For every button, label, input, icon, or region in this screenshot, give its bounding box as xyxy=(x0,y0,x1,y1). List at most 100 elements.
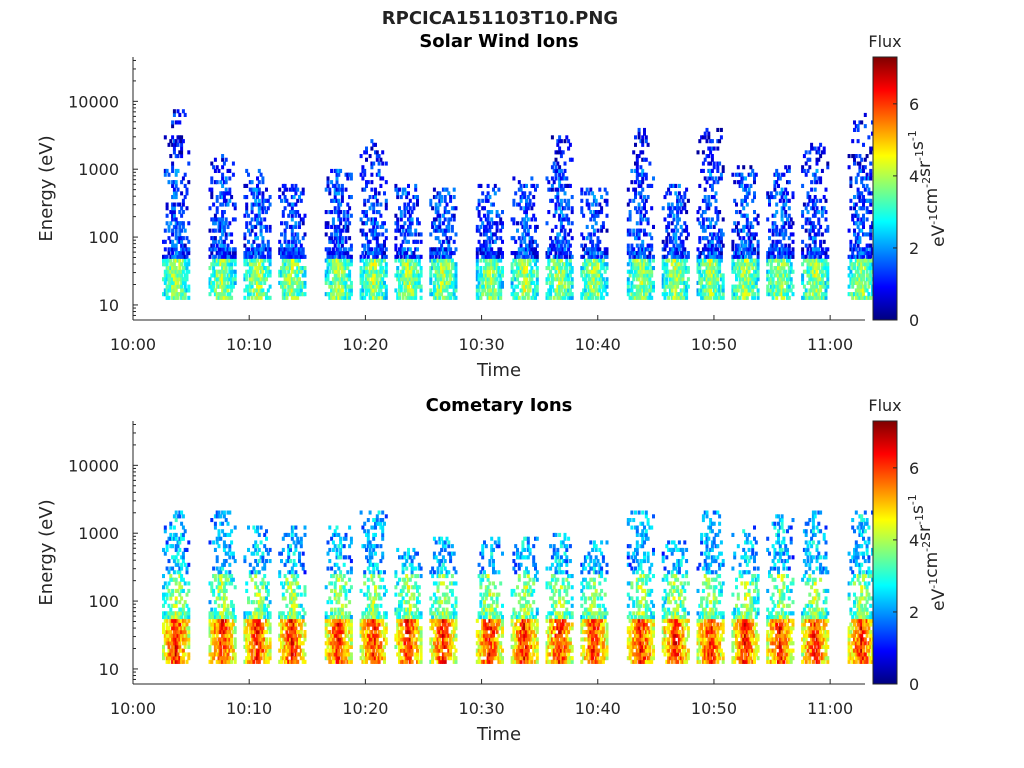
heatmap-cell xyxy=(407,269,410,274)
heatmap-cell xyxy=(587,269,591,274)
heatmap-cell xyxy=(740,176,744,181)
heatmap-cell xyxy=(208,292,212,297)
heatmap-cell xyxy=(672,232,676,237)
heatmap-cell xyxy=(738,277,742,282)
heatmap-cell xyxy=(683,202,687,207)
heatmap-cell xyxy=(178,262,182,267)
heatmap-cell xyxy=(810,142,814,147)
heatmap-cell xyxy=(335,288,339,293)
heatmap-cell xyxy=(532,280,536,285)
heatmap-cell xyxy=(171,295,175,300)
heatmap-cell xyxy=(492,202,495,207)
heatmap-cell xyxy=(261,243,265,248)
heatmap-cell xyxy=(567,292,571,297)
heatmap-cell xyxy=(172,210,176,215)
heatmap-cell xyxy=(398,258,401,263)
heatmap-cell xyxy=(635,254,639,259)
heatmap-cell xyxy=(419,295,423,300)
heatmap-cell xyxy=(787,288,791,293)
heatmap-cell xyxy=(399,254,403,259)
heatmap-cell xyxy=(644,269,648,274)
heatmap-cell xyxy=(813,195,817,200)
heatmap-cell xyxy=(290,224,294,229)
heatmap-cell xyxy=(337,187,341,192)
heatmap-cell xyxy=(696,292,700,297)
heatmap-cell xyxy=(780,280,784,285)
heatmap-cell xyxy=(766,258,770,263)
heatmap-cell xyxy=(443,284,447,289)
heatmap-cell xyxy=(525,210,528,215)
heatmap-cell xyxy=(517,280,521,285)
heatmap-cell xyxy=(434,269,438,274)
heatmap-cell xyxy=(208,187,212,192)
heatmap-cell xyxy=(780,254,784,259)
heatmap-cell xyxy=(363,243,367,248)
heatmap-cell xyxy=(550,183,554,188)
heatmap-cell xyxy=(372,236,376,241)
heatmap-cell xyxy=(554,210,558,215)
heatmap-cell xyxy=(598,280,602,285)
heatmap-cell xyxy=(738,183,742,188)
heatmap-cell xyxy=(178,202,182,207)
heatmap-cell xyxy=(493,183,497,188)
heatmap-cell xyxy=(652,258,655,263)
heatmap-cell xyxy=(826,165,830,170)
heatmap-cell xyxy=(324,258,328,263)
heatmap-cell xyxy=(705,224,709,229)
heatmap-cell xyxy=(674,183,678,188)
heatmap-cell xyxy=(718,161,722,166)
heatmap-cell xyxy=(285,277,289,282)
heatmap-cell xyxy=(703,277,707,282)
heatmap-cell xyxy=(532,239,536,244)
heatmap-cell xyxy=(824,228,828,233)
heatmap-cell xyxy=(174,228,178,233)
heatmap-cell xyxy=(679,195,683,200)
heatmap-cell xyxy=(869,191,873,196)
heatmap-cell xyxy=(637,295,641,300)
heatmap-cell xyxy=(298,239,301,244)
heatmap-cell xyxy=(493,280,497,285)
heatmap-cell xyxy=(561,176,565,181)
heatmap-cell xyxy=(856,273,860,278)
heatmap-cell xyxy=(335,176,339,181)
heatmap-cell xyxy=(714,277,718,282)
heatmap-cell xyxy=(283,239,287,244)
heatmap-cell xyxy=(365,183,368,188)
heatmap-cell xyxy=(366,284,370,289)
heatmap-cell xyxy=(854,277,858,282)
heatmap-cell xyxy=(556,139,560,144)
heatmap-cell xyxy=(567,232,571,237)
heatmap-cell xyxy=(432,251,436,256)
heatmap-cell xyxy=(686,277,690,282)
heatmap-cell xyxy=(434,295,438,300)
heatmap-cell xyxy=(817,247,821,252)
heatmap-cell xyxy=(449,217,453,222)
heatmap-cell xyxy=(532,269,536,274)
heatmap-cell xyxy=(299,288,303,293)
heatmap-cell xyxy=(856,187,860,192)
heatmap-cell xyxy=(598,247,602,252)
heatmap-cell xyxy=(714,206,718,211)
heatmap-cell xyxy=(591,224,595,229)
heatmap-cell xyxy=(287,258,291,263)
heatmap-cell xyxy=(806,202,810,207)
heatmap-cell xyxy=(372,266,376,271)
heatmap-cell xyxy=(348,195,352,200)
heatmap-cell xyxy=(632,187,636,192)
heatmap-cell xyxy=(450,292,454,297)
heatmap-cell xyxy=(860,295,864,300)
heatmap-cell xyxy=(547,277,551,282)
heatmap-cell xyxy=(605,198,609,203)
heatmap-cell xyxy=(601,284,605,289)
heatmap-cell xyxy=(742,288,746,293)
heatmap-cell xyxy=(287,273,291,278)
heatmap-cell xyxy=(278,273,282,278)
heatmap-cell xyxy=(296,277,300,282)
heatmap-cell xyxy=(379,243,383,248)
heatmap-cell xyxy=(858,239,862,244)
heatmap-cell xyxy=(407,284,410,289)
heatmap-cell xyxy=(594,247,598,252)
heatmap-cell xyxy=(635,273,639,278)
heatmap-cell xyxy=(176,284,180,289)
heatmap-cell xyxy=(447,273,451,278)
